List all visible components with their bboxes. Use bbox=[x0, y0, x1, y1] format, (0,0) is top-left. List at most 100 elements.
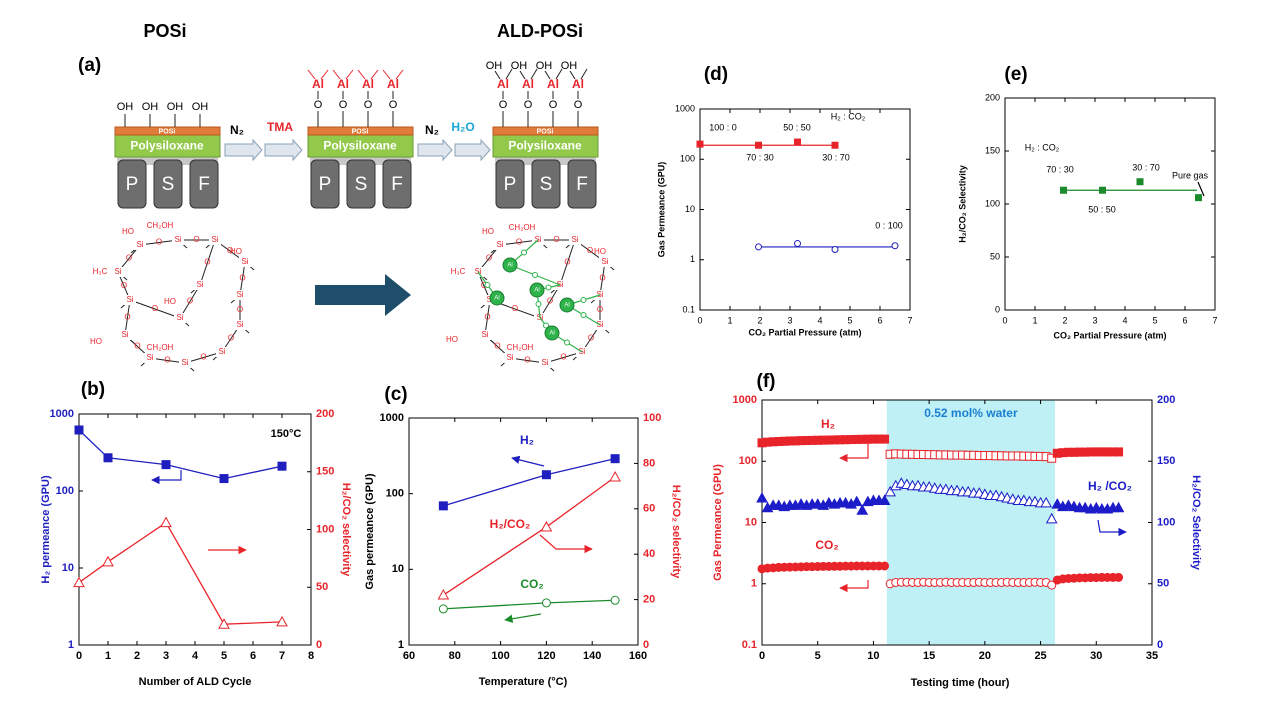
bond bbox=[494, 70, 501, 80]
y-tick-label: 1 bbox=[68, 639, 74, 651]
al-oxygen bbox=[564, 339, 570, 346]
marker-square bbox=[219, 474, 229, 484]
annotation: 50 : 50 bbox=[783, 122, 811, 132]
bond bbox=[559, 239, 576, 286]
oxygen-atom: O bbox=[200, 353, 206, 362]
arrow bbox=[1097, 519, 1127, 537]
y2-tick-label: 100 bbox=[1157, 516, 1175, 528]
psf-label: F bbox=[391, 174, 403, 195]
x-tick-label: 0 bbox=[1002, 315, 1007, 325]
silicon-atom: Si bbox=[121, 330, 128, 339]
marker-square bbox=[1136, 178, 1144, 186]
x-tick-label: 1 bbox=[1032, 315, 1037, 325]
y2-tick-label: 50 bbox=[1157, 578, 1169, 590]
marker-circle bbox=[1047, 580, 1057, 590]
oxygen-atom: O bbox=[187, 297, 193, 306]
atom-bg bbox=[134, 240, 146, 250]
annotation: H₂ : CO₂ bbox=[831, 111, 866, 121]
aluminum: Al bbox=[362, 77, 374, 91]
arrow bbox=[151, 470, 182, 485]
process-step: N₂ bbox=[230, 123, 244, 137]
marker-circle bbox=[1114, 572, 1124, 582]
y2-tick-label: 0 bbox=[643, 639, 649, 651]
atom-bg bbox=[119, 330, 131, 340]
marker-triangle bbox=[1045, 512, 1058, 524]
atom-bg bbox=[539, 358, 551, 368]
silicon-atom: Si bbox=[174, 235, 181, 244]
marker-triangle bbox=[878, 494, 891, 505]
y-axis-label: H₂ permeance (GPU) bbox=[40, 475, 52, 584]
x-tick-label: 3 bbox=[1092, 315, 1097, 325]
arrow bbox=[504, 613, 542, 623]
x-axis-label: Temperature (°C) bbox=[479, 676, 568, 688]
oxygen-atom: O bbox=[164, 356, 170, 365]
x-tick-label: 6 bbox=[250, 650, 256, 662]
x-tick-label: 7 bbox=[279, 650, 285, 662]
panel-label: (b) bbox=[81, 379, 105, 400]
psf-pillar bbox=[346, 159, 376, 209]
methyl bbox=[332, 69, 341, 80]
y-tick-label: 1000 bbox=[380, 412, 404, 424]
bond bbox=[599, 261, 606, 296]
aluminum: Al bbox=[312, 77, 324, 91]
title: POSi bbox=[143, 21, 186, 41]
al-oxygen bbox=[484, 282, 491, 288]
band-label: 0.52 mol% water bbox=[924, 406, 1018, 420]
oxygen-atom: O bbox=[121, 281, 127, 290]
aluminum: Al bbox=[547, 77, 559, 91]
x-tick-label: 6 bbox=[877, 315, 882, 325]
y2-tick-label: 0 bbox=[1157, 639, 1163, 651]
atom-bg bbox=[479, 330, 491, 340]
al-oxygen bbox=[521, 249, 527, 256]
x-tick-label: 8 bbox=[308, 650, 314, 662]
series-label: H₂ bbox=[821, 417, 835, 431]
silicon-atom: Si bbox=[211, 235, 218, 244]
methyl bbox=[395, 69, 404, 80]
bond bbox=[129, 299, 181, 319]
group-label: HO bbox=[90, 337, 102, 346]
oxygen-atom: O bbox=[152, 304, 158, 313]
arrow bbox=[839, 580, 869, 593]
silicon-atom: Si bbox=[496, 240, 503, 249]
atom-bg bbox=[234, 290, 246, 300]
arrow bbox=[839, 440, 869, 463]
al-oxygen bbox=[532, 272, 538, 278]
hydroxyl: OH bbox=[142, 101, 159, 113]
y2-tick-label: 150 bbox=[1157, 455, 1175, 467]
psf-pillar bbox=[189, 159, 219, 209]
y2-axis-label: H₂/CO₂ selectivity bbox=[670, 485, 682, 579]
series-label: H₂/CO₂ bbox=[490, 517, 531, 531]
al-oxygen bbox=[543, 322, 549, 329]
al-atom bbox=[502, 257, 518, 273]
x-tick-label: 3 bbox=[163, 650, 169, 662]
x-tick-label: 5 bbox=[221, 650, 227, 662]
marker-circle bbox=[755, 243, 762, 251]
y-tick-label: 0 bbox=[995, 304, 1000, 314]
aluminum: Al bbox=[337, 77, 349, 91]
x-tick-label: 0 bbox=[76, 650, 82, 662]
silicon-atom: Si bbox=[126, 295, 133, 304]
hydroxyl: OH bbox=[486, 60, 503, 72]
oxygen-atom: O bbox=[599, 274, 605, 283]
y-axis-label: Gas permeance (GPU) bbox=[364, 473, 376, 589]
silicon-atom: Si bbox=[236, 290, 243, 299]
al-oxygen bbox=[535, 301, 542, 307]
y2-tick-label: 60 bbox=[643, 503, 655, 515]
oxygen-atom: O bbox=[588, 334, 594, 343]
annotation: 30 : 70 bbox=[1132, 162, 1160, 172]
oxygen: O bbox=[524, 99, 533, 111]
al-atom-label: Al bbox=[534, 288, 539, 294]
oxygen-atom: O bbox=[193, 235, 199, 244]
silicon-atom: Si bbox=[506, 353, 513, 362]
annotation: 70 : 30 bbox=[746, 152, 774, 162]
group-label: HO bbox=[446, 335, 458, 344]
marker-circle bbox=[880, 561, 890, 571]
atom-bg bbox=[234, 320, 246, 330]
y2-tick-label: 0 bbox=[316, 639, 322, 651]
psf-pillar bbox=[567, 159, 597, 209]
marker-circle bbox=[541, 598, 551, 608]
y-tick-label: 100 bbox=[386, 488, 404, 500]
bond bbox=[124, 299, 131, 336]
psf-label: P bbox=[504, 174, 517, 195]
